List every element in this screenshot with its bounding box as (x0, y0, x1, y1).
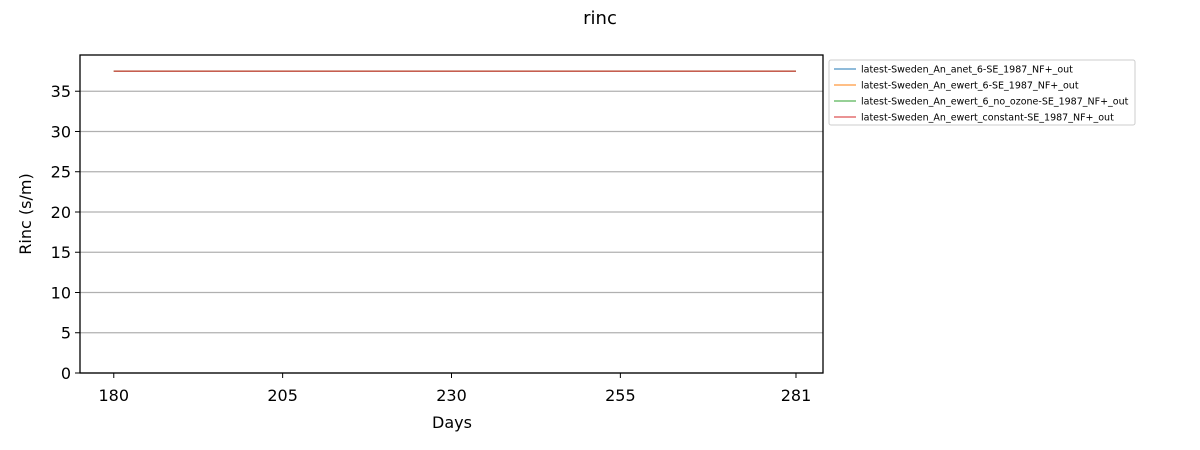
y-axis-label: Rinc (s/m) (16, 173, 35, 254)
x-tick-label: 255 (605, 386, 636, 405)
x-axis: 180 205 230 255 281 (98, 373, 811, 405)
x-tick-label: 230 (436, 386, 467, 405)
y-tick-label: 10 (51, 283, 71, 302)
legend-label: latest-Sweden_An_ewert_6_no_ozone-SE_198… (861, 97, 1129, 108)
grid (80, 90, 823, 374)
y-tick-label: 30 (51, 122, 71, 141)
legend-label: latest-Sweden_An_anet_6-SE_1987_NF+_out (861, 65, 1073, 76)
y-tick-label: 5 (61, 324, 71, 343)
plot-frame (79, 54, 824, 374)
y-tick-label: 0 (61, 364, 71, 383)
x-tick-label: 281 (781, 386, 812, 405)
x-axis-label: Days (432, 413, 472, 432)
legend-box (828, 59, 1136, 126)
legend-label: latest-Sweden_An_ewert_constant-SE_1987_… (861, 113, 1114, 124)
y-tick-label: 15 (51, 243, 71, 262)
legend: latest-Sweden_An_anet_6-SE_1987_NF+_outl… (828, 59, 1136, 126)
y-tick-label: 20 (51, 203, 71, 222)
y-axis: 0 5 10 15 20 25 30 35 (51, 82, 80, 383)
x-tick-label: 180 (98, 386, 129, 405)
legend-label: latest-Sweden_An_ewert_6-SE_1987_NF+_out (861, 81, 1079, 92)
y-tick-label: 35 (51, 82, 71, 101)
x-tick-label: 205 (267, 386, 298, 405)
y-tick-label: 25 (51, 163, 71, 182)
chart-title: rinc (583, 8, 617, 29)
